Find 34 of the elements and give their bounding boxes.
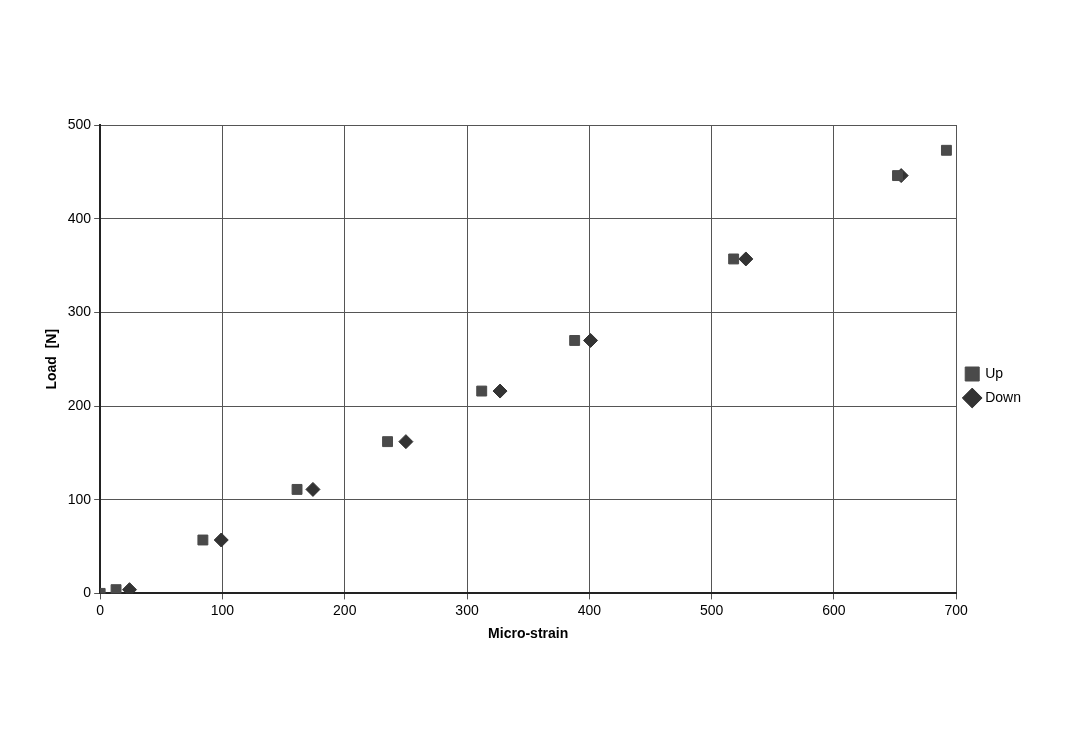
point (398, 434, 414, 450)
x-tick-label: 100 (210, 601, 235, 618)
x-tick-label: 500 (699, 601, 724, 618)
point (197, 534, 209, 546)
y-tick-label: 500 (67, 115, 92, 132)
point (492, 383, 508, 399)
point (476, 385, 488, 397)
x-tick-label: 700 (944, 601, 969, 618)
y-axis-title: Load [N] (43, 328, 60, 390)
x-tick-label: 0 (96, 601, 105, 618)
x-tick-label: 600 (822, 601, 846, 618)
point (213, 532, 229, 548)
point (122, 582, 138, 594)
x-tick-label: 200 (333, 601, 357, 618)
point (569, 335, 581, 346)
point (305, 481, 321, 497)
y-tick-label: 100 (67, 490, 92, 507)
y-tick-label: 300 (67, 303, 92, 320)
y-tick-label: 200 (67, 396, 92, 413)
y-tick-label: 0 (83, 584, 92, 601)
point (728, 253, 740, 265)
x-tick-label: 300 (455, 601, 479, 618)
y-tick-label: 400 (67, 209, 92, 226)
point (583, 332, 599, 348)
point (940, 144, 952, 156)
point (382, 436, 393, 448)
point (738, 251, 754, 267)
point (110, 584, 122, 594)
legend-label: Up (985, 364, 1004, 381)
x-axis-title: Micro-strain (488, 625, 569, 642)
point (892, 170, 903, 182)
x-tick-label: 400 (577, 601, 602, 618)
legend-label: Down (985, 388, 1021, 405)
point (291, 483, 303, 495)
